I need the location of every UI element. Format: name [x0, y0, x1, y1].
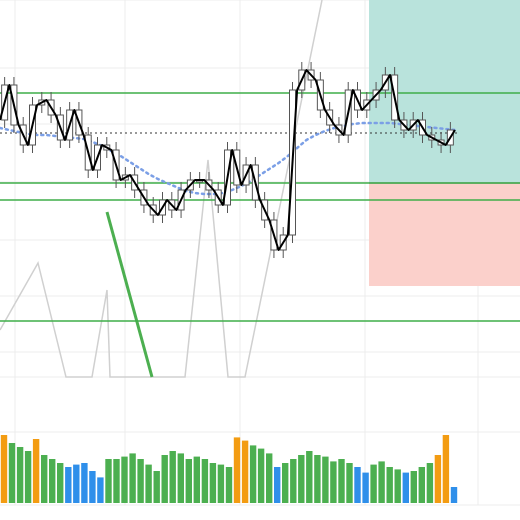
- volume-bar: [81, 463, 88, 503]
- loss-zone: [369, 183, 520, 286]
- volume-bar: [290, 459, 297, 503]
- volume-bar: [193, 456, 200, 503]
- volume-bar: [129, 453, 136, 503]
- volume-bar: [314, 455, 321, 503]
- volume-bar: [330, 461, 337, 503]
- volume-bar: [8, 443, 16, 503]
- volume-bar: [24, 451, 32, 503]
- volume-bar: [49, 459, 56, 503]
- volume-bar: [306, 451, 313, 503]
- price-line: [0, 69, 456, 251]
- volume-bar: [16, 447, 24, 503]
- volume-bar: [370, 464, 377, 503]
- volume-bar: [362, 472, 369, 503]
- volume-bar: [442, 435, 450, 503]
- volume-bar: [450, 487, 458, 503]
- volume-bar: [217, 464, 225, 503]
- volume-bar: [113, 459, 120, 503]
- volume-bar: [121, 456, 128, 503]
- volume-bar: [0, 435, 8, 503]
- volume-bars: [0, 435, 458, 503]
- volume-bar: [185, 459, 192, 503]
- volume-bar: [346, 463, 353, 503]
- volume-bar: [57, 463, 64, 503]
- volume-bar: [209, 463, 217, 503]
- diagonal-path: [0, 0, 323, 378]
- volume-bar: [410, 471, 417, 503]
- volume-bar: [41, 455, 48, 503]
- volume-bar: [282, 463, 289, 503]
- volume-bar: [426, 463, 434, 503]
- volume-bar: [105, 459, 112, 503]
- volume-bar: [241, 440, 249, 503]
- volume-bar: [201, 459, 209, 503]
- volume-bar: [65, 467, 72, 503]
- volume-bar: [394, 469, 401, 503]
- diagonal-lines: [0, 0, 323, 378]
- volume-bar: [322, 456, 329, 503]
- volume-bar: [378, 461, 385, 503]
- volume-bar: [169, 451, 176, 503]
- volume-bar: [274, 467, 281, 503]
- trend-segment: [105, 211, 154, 378]
- volume-bar: [266, 453, 273, 503]
- volume-bar: [153, 471, 160, 503]
- volume-bar: [386, 467, 393, 503]
- volume-bar: [225, 467, 233, 503]
- volume-bar: [418, 467, 425, 503]
- volume-bar: [233, 437, 241, 503]
- volume-bar: [298, 455, 305, 503]
- volume-bar: [137, 459, 144, 503]
- volume-bar: [249, 445, 257, 503]
- volume-bar: [89, 471, 96, 503]
- volume-bar: [354, 467, 361, 503]
- volume-bar: [257, 448, 265, 503]
- price-line-path: [0, 69, 456, 251]
- volume-bar: [161, 455, 168, 503]
- volume-bar: [402, 472, 409, 503]
- volume-bar: [434, 455, 442, 503]
- volume-bar: [97, 477, 104, 503]
- volume-bar: [145, 464, 152, 503]
- volume-bar: [338, 459, 345, 503]
- volume-bar: [177, 453, 184, 503]
- volume-bar: [32, 439, 40, 503]
- volume-bar: [73, 464, 80, 503]
